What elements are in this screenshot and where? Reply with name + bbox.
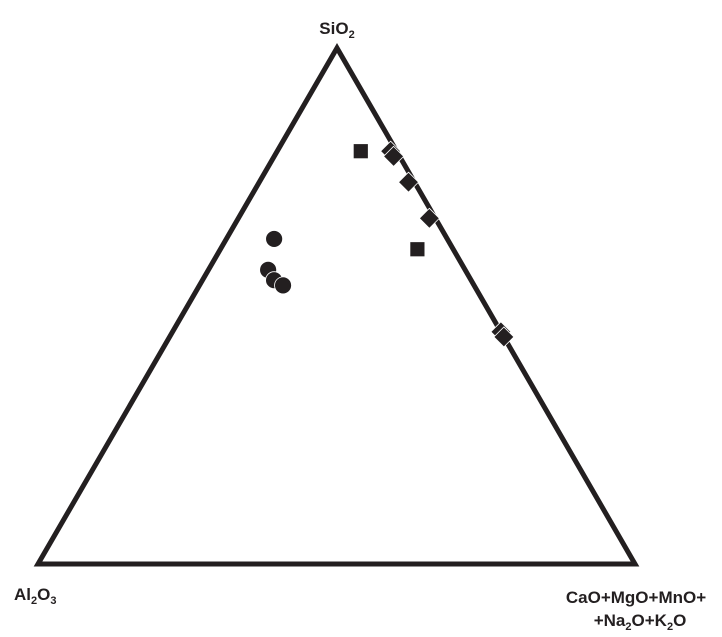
data-point-square-1	[352, 143, 369, 160]
vertex-label-sio2: SiO2	[319, 19, 354, 41]
vertex-label-al2o3: Al2O3	[14, 585, 56, 607]
data-point-diamond-4	[418, 207, 440, 229]
ternary-triangle-frame	[33, 43, 640, 567]
data-point-diamond-2	[383, 145, 405, 167]
data-point-square-2	[409, 241, 426, 258]
data-points-layer	[259, 140, 515, 348]
data-point-diamond-3	[397, 171, 420, 193]
vertex-label-oxides: CaO+MgO+MnO+ +Na2O+K2O	[566, 588, 706, 633]
data-point-circle-1	[265, 230, 284, 248]
data-point-diamond-6	[493, 326, 515, 348]
data-point-circle-4	[274, 276, 292, 295]
